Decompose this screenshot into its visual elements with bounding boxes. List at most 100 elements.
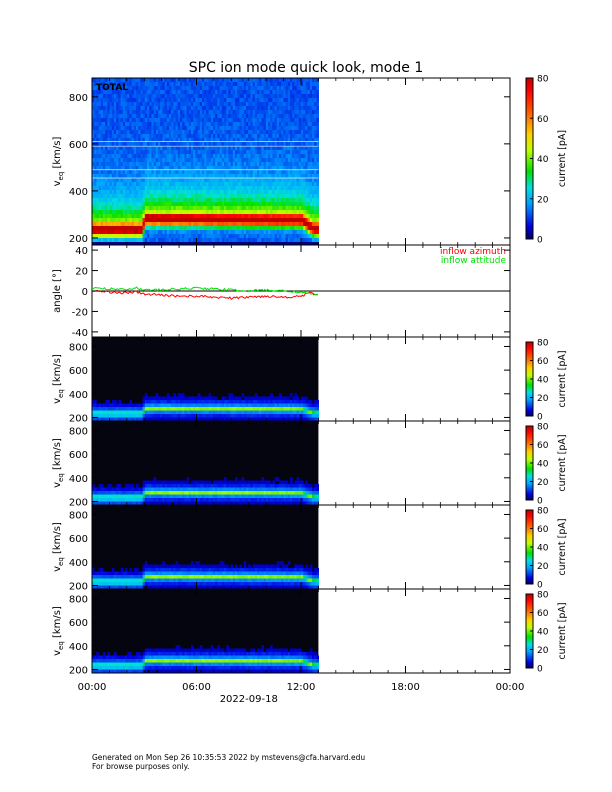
- heatmap-panel-2-cell: [118, 410, 121, 415]
- heatmap-panel-1-cell: [197, 166, 201, 171]
- heatmap-panel-1-cell: [265, 130, 269, 135]
- heatmap-panel-1-cell: [136, 170, 139, 175]
- heatmap-panel-1-cell: [186, 102, 190, 107]
- heatmap-panel-1-cell: [105, 82, 108, 87]
- heatmap-panel-1-cell: [213, 142, 216, 147]
- heatmap-panel-1-cell: [226, 90, 229, 95]
- heatmap-panel-1-cell: [191, 206, 194, 211]
- heatmap-panel-1-cell: [268, 134, 271, 139]
- heatmap-panel-1-cell: [204, 134, 207, 139]
- heatmap-panel-1-cell: [94, 150, 97, 155]
- heatmap-panel-1-cell: [199, 230, 203, 235]
- heatmap-panel-1-cell: [265, 162, 269, 167]
- angle-panel-ytick-label: 40: [75, 246, 88, 257]
- heatmap-panel-1-cell: [202, 242, 205, 247]
- heatmap-panel-1-cell: [131, 146, 135, 151]
- heatmap-panel-1-cell: [287, 210, 291, 215]
- heatmap-panel-1-cell: [296, 114, 300, 119]
- heatmap-panel-1-cell: [103, 106, 106, 111]
- heatmap-panel-1-cell: [166, 134, 170, 139]
- heatmap-panel-1-cell: [232, 118, 236, 123]
- heatmap-panel-1-cell: [301, 194, 304, 199]
- heatmap-panel-1-cell: [226, 194, 229, 199]
- heatmap-panel-1-cell: [213, 198, 216, 203]
- heatmap-panel-1-cell: [279, 238, 282, 243]
- heatmap-panel-1-cell: [235, 234, 238, 239]
- heatmap-panel-1-cell: [263, 182, 267, 187]
- heatmap-panel-1-cell: [177, 202, 181, 207]
- heatmap-panel-1-cell: [276, 230, 280, 235]
- heatmap-panel-1-cell: [213, 162, 216, 167]
- heatmap-panel-2-cell: [250, 403, 253, 408]
- heatmap-panel-1-cell: [195, 178, 198, 183]
- heatmap-panel-1-cell: [160, 230, 163, 235]
- heatmap-panel-1-cell: [281, 214, 284, 219]
- heatmap-panel-1-cell: [219, 186, 223, 191]
- heatmap-panel-1-cell: [96, 186, 99, 191]
- heatmap-panel-1-cell: [202, 218, 205, 223]
- heatmap-panel-1-cell: [303, 98, 306, 103]
- heatmap-panel-1-cell: [131, 110, 135, 115]
- heatmap-panel-1-cell: [125, 150, 128, 155]
- heatmap-panel-1-cell: [270, 106, 273, 111]
- heatmap-panel-1-cell: [243, 222, 247, 227]
- heatmap-panel-2-cell: [208, 410, 212, 415]
- heatmap-panel-1-cell: [129, 78, 132, 83]
- heatmap-panel-1-colorbar-tick-label: 20: [537, 195, 549, 205]
- heatmap-panel-2-cell: [166, 400, 170, 404]
- heatmap-panel-1-cell: [140, 142, 143, 147]
- heatmap-panel-1-cell: [252, 102, 256, 107]
- heatmap-panel-1-cell: [125, 190, 128, 195]
- heatmap-panel-1-cell: [301, 226, 304, 231]
- heatmap-panel-1-cell: [254, 142, 258, 147]
- heatmap-panel-1-cell: [270, 162, 273, 167]
- heatmap-panel-1-cell: [186, 178, 190, 183]
- heatmap-panel-1-cell: [224, 238, 227, 243]
- heatmap-panel-1-cell: [215, 222, 218, 227]
- heatmap-panel-2-cell: [224, 403, 227, 408]
- heatmap-panel-1-cell: [129, 130, 132, 135]
- heatmap-panel-1-cell: [111, 214, 115, 219]
- heatmap-panel-1-cell: [263, 86, 267, 91]
- heatmap-panel-1-cell: [100, 98, 104, 103]
- heatmap-panel-1-cell: [232, 86, 236, 91]
- heatmap-panel-1-cell: [164, 210, 168, 215]
- heatmap-panel-1-cell: [138, 166, 141, 171]
- heatmap-panel-1-cell: [193, 142, 196, 147]
- heatmap-panel-1-cell: [114, 158, 117, 163]
- heatmap-panel-2-cell: [149, 407, 152, 411]
- heatmap-panel-2-cell: [248, 396, 251, 401]
- heatmap-panel-1-cell: [94, 158, 97, 163]
- heatmap-panel-1-cell: [116, 166, 119, 171]
- heatmap-panel-1-cell: [217, 102, 220, 107]
- heatmap-panel-1-cell: [263, 114, 267, 119]
- heatmap-panel-1-cell: [98, 226, 102, 231]
- heatmap-panel-1-cell: [177, 174, 181, 179]
- heatmap-panel-1-cell: [103, 198, 106, 203]
- heatmap-panel-1-cell: [142, 170, 146, 175]
- heatmap-panel-1-cell: [259, 238, 262, 243]
- heatmap-panel-1-cell: [301, 242, 304, 247]
- heatmap-panel-1-cell: [314, 130, 317, 135]
- heatmap-panel-1-cell: [248, 234, 251, 239]
- heatmap-panel-1-cell: [116, 134, 119, 139]
- heatmap-panel-2-cell: [206, 403, 209, 408]
- heatmap-panel-1-cell: [144, 118, 148, 123]
- heatmap-panel-1-cell: [136, 114, 139, 119]
- heatmap-panel-1-cell: [138, 82, 141, 87]
- heatmap-panel-1-cell: [173, 82, 176, 87]
- heatmap-panel-1-cell: [177, 238, 181, 243]
- heatmap-panel-1-cell: [109, 190, 113, 195]
- heatmap-panel-1-cell: [314, 82, 317, 87]
- heatmap-panel-2-cell: [114, 417, 117, 422]
- heatmap-panel-1-cell: [228, 214, 231, 219]
- heatmap-panel-1-cell: [118, 210, 121, 215]
- heatmap-panel-1-cell: [241, 106, 245, 111]
- heatmap-panel-1-cell: [204, 150, 207, 155]
- heatmap-panel-1-cell: [116, 142, 119, 147]
- heatmap-panel-1-cell: [158, 170, 161, 175]
- heatmap-panel-1-cell: [96, 98, 99, 103]
- heatmap-panel-1-cell: [136, 178, 139, 183]
- heatmap-panel-1-cell: [210, 90, 214, 95]
- heatmap-panel-1-cell: [191, 98, 194, 103]
